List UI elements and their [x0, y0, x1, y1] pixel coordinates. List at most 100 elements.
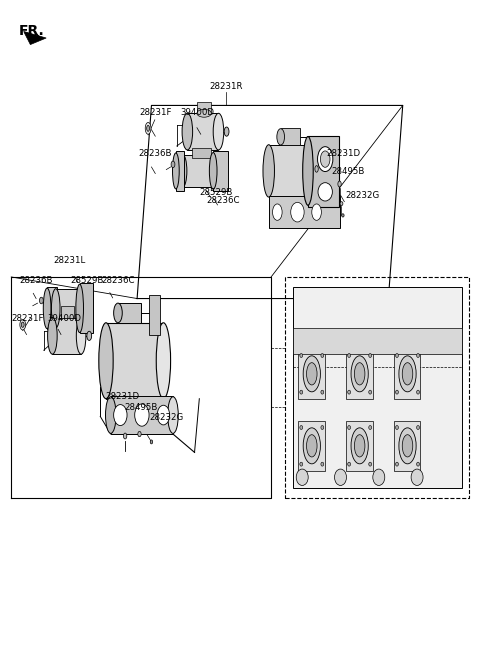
Text: 28231D: 28231D — [105, 392, 139, 401]
Ellipse shape — [296, 469, 308, 485]
Ellipse shape — [307, 363, 317, 385]
Ellipse shape — [178, 155, 187, 187]
Bar — [346, 349, 372, 399]
Ellipse shape — [99, 323, 113, 399]
Text: 28232G: 28232G — [149, 413, 183, 422]
Bar — [269, 145, 312, 197]
Ellipse shape — [342, 214, 344, 217]
Bar — [111, 396, 173, 434]
Ellipse shape — [76, 284, 84, 333]
Ellipse shape — [321, 426, 324, 430]
Ellipse shape — [303, 356, 321, 392]
Ellipse shape — [106, 397, 116, 434]
Bar — [346, 421, 372, 471]
Text: 28232G: 28232G — [345, 192, 380, 200]
Ellipse shape — [135, 404, 149, 426]
Bar — [80, 283, 93, 333]
FancyArrowPatch shape — [26, 33, 40, 39]
Ellipse shape — [211, 155, 219, 187]
Ellipse shape — [157, 405, 169, 425]
Ellipse shape — [411, 469, 423, 485]
Ellipse shape — [321, 462, 324, 466]
Text: FR.: FR. — [19, 24, 45, 37]
Ellipse shape — [39, 297, 43, 304]
Ellipse shape — [351, 356, 368, 392]
Bar — [56, 289, 82, 328]
Ellipse shape — [263, 145, 275, 197]
Ellipse shape — [224, 127, 229, 136]
Text: 28236C: 28236C — [206, 196, 240, 205]
Ellipse shape — [306, 145, 318, 197]
Ellipse shape — [21, 322, 24, 327]
Ellipse shape — [168, 397, 178, 434]
Ellipse shape — [300, 462, 303, 466]
Ellipse shape — [20, 319, 25, 330]
Bar — [52, 318, 81, 354]
Ellipse shape — [303, 136, 313, 205]
Ellipse shape — [123, 433, 127, 439]
Ellipse shape — [182, 113, 192, 150]
Text: 39400D: 39400D — [48, 314, 82, 323]
Bar — [47, 287, 57, 329]
Ellipse shape — [300, 354, 303, 358]
Ellipse shape — [321, 151, 330, 167]
Ellipse shape — [354, 363, 365, 385]
Ellipse shape — [396, 354, 398, 358]
Ellipse shape — [402, 435, 413, 457]
Text: 28231D: 28231D — [326, 149, 360, 158]
Ellipse shape — [396, 390, 398, 394]
Ellipse shape — [402, 363, 413, 385]
Bar — [293, 328, 462, 354]
Ellipse shape — [114, 405, 127, 426]
Ellipse shape — [318, 147, 333, 172]
Text: 28231L: 28231L — [53, 256, 85, 265]
Bar — [293, 287, 462, 488]
Bar — [118, 303, 141, 323]
Ellipse shape — [43, 288, 51, 329]
Ellipse shape — [171, 161, 175, 168]
Ellipse shape — [417, 390, 420, 394]
Ellipse shape — [348, 354, 350, 358]
Ellipse shape — [300, 426, 303, 430]
Text: 28231F: 28231F — [11, 314, 44, 323]
Ellipse shape — [303, 428, 321, 464]
Bar — [61, 306, 74, 318]
Ellipse shape — [197, 110, 211, 117]
Ellipse shape — [172, 153, 179, 189]
Ellipse shape — [300, 390, 303, 394]
Ellipse shape — [147, 125, 150, 131]
Bar — [269, 195, 339, 228]
Ellipse shape — [399, 428, 416, 464]
Text: 28495B: 28495B — [124, 403, 157, 412]
Bar — [308, 136, 339, 207]
Bar — [192, 148, 211, 158]
Ellipse shape — [321, 390, 324, 394]
Ellipse shape — [277, 129, 285, 145]
Text: 28231F: 28231F — [140, 108, 172, 117]
Ellipse shape — [399, 356, 416, 392]
Ellipse shape — [321, 354, 324, 358]
Bar — [197, 102, 211, 113]
Ellipse shape — [312, 204, 322, 220]
Ellipse shape — [354, 435, 365, 457]
Ellipse shape — [315, 166, 318, 173]
Ellipse shape — [348, 390, 350, 394]
Bar — [299, 349, 324, 399]
Ellipse shape — [209, 153, 217, 189]
Text: 28236C: 28236C — [101, 276, 135, 285]
Ellipse shape — [318, 182, 332, 201]
Ellipse shape — [373, 469, 385, 485]
Bar — [394, 421, 420, 471]
Text: 39400D: 39400D — [180, 108, 214, 117]
Bar — [106, 323, 163, 399]
Ellipse shape — [51, 289, 60, 328]
Polygon shape — [24, 31, 46, 45]
Ellipse shape — [348, 462, 350, 466]
Bar — [213, 152, 228, 190]
Ellipse shape — [48, 318, 57, 354]
Ellipse shape — [396, 426, 398, 430]
Ellipse shape — [114, 303, 122, 323]
Ellipse shape — [138, 432, 141, 437]
Text: 28236B: 28236B — [139, 149, 172, 158]
Ellipse shape — [87, 331, 92, 340]
